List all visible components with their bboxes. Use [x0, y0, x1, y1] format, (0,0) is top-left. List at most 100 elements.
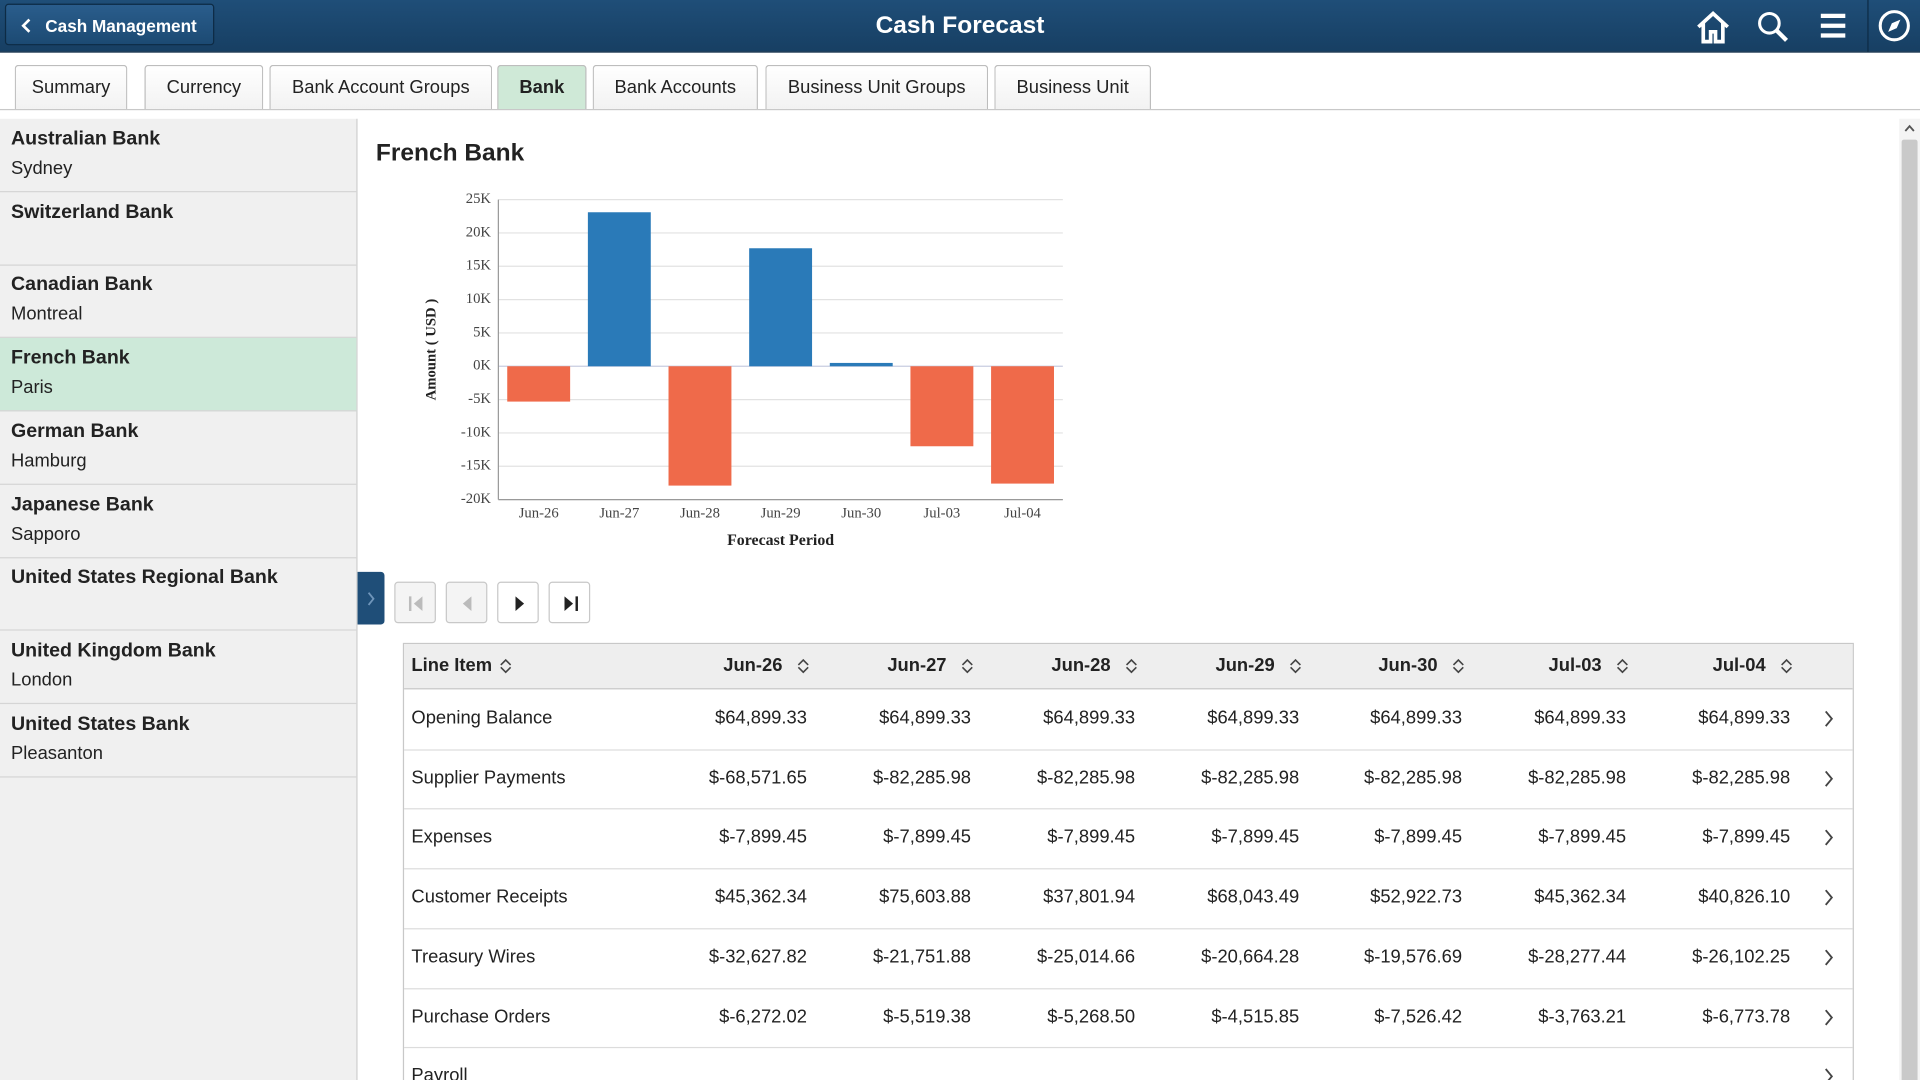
cell: $-68,571.65 — [708, 767, 807, 789]
table-row[interactable]: Customer Receipts $45,362.34 $75,603.88 $37… — [404, 868, 1853, 927]
cell: $-82,285.98 — [1363, 767, 1463, 789]
row-label: Payroll — [411, 1065, 468, 1080]
y-tick-label: -20K — [461, 491, 492, 507]
tab[interactable]: Currency — [144, 64, 264, 109]
home-icon[interactable] — [1695, 10, 1732, 44]
search-icon[interactable] — [1756, 10, 1790, 44]
cell: $-7,899.45 — [1702, 827, 1791, 848]
scroll-thumb[interactable] — [1901, 139, 1918, 1080]
cell: $-7,899.45 — [1538, 827, 1627, 848]
tab[interactable]: Bank Account Groups — [269, 64, 493, 109]
bar — [991, 366, 1054, 484]
bank-item[interactable]: French Bank Paris — [0, 338, 357, 412]
table-row[interactable]: Treasury Wires $-32,627.82 $-21,751.88 $-25… — [404, 928, 1853, 987]
cell: $-82,285.98 — [1201, 767, 1300, 789]
sort-icon[interactable] — [1125, 658, 1137, 675]
table-row[interactable]: Payroll — [404, 1047, 1853, 1080]
bank-city: Sydney — [11, 157, 73, 179]
row-chevron[interactable] — [1824, 889, 1834, 906]
cell: $64,899.33 — [1534, 707, 1627, 729]
row-label: Treasury Wires — [411, 946, 536, 968]
page-title: Cash Forecast — [875, 12, 1045, 40]
navbar-icon[interactable] — [1877, 9, 1911, 43]
column-header[interactable]: Jul-04 — [1712, 655, 1766, 676]
bank-item[interactable]: Canadian Bank Montreal — [0, 265, 357, 339]
x-axis-label: Forecast Period — [727, 532, 834, 549]
tab[interactable]: Bank — [497, 64, 587, 109]
x-tick-label: Jun-28 — [680, 506, 720, 522]
sort-icon[interactable] — [797, 658, 809, 675]
bank-item[interactable]: United States Regional Bank — [0, 557, 357, 631]
bank-item[interactable]: United States Bank Pleasanton — [0, 704, 357, 778]
table-row[interactable]: Purchase Orders $-6,272.02 $-5,519.38 $-5,2… — [404, 988, 1853, 1047]
cell: $64,899.33 — [1207, 707, 1300, 729]
x-tick-label: Jun-29 — [761, 506, 801, 522]
bank-name: Australian Bank — [11, 128, 161, 150]
column-header[interactable]: Jun-28 — [1051, 655, 1111, 676]
column-header[interactable]: Jun-27 — [887, 655, 947, 676]
cell: $-82,285.98 — [1528, 767, 1627, 789]
cell: $-26,102.25 — [1692, 946, 1791, 968]
row-chevron[interactable] — [1824, 770, 1834, 787]
row-chevron[interactable] — [1824, 1008, 1834, 1025]
tab[interactable]: Bank Accounts — [592, 64, 758, 109]
cell: $64,899.33 — [1698, 707, 1791, 729]
y-axis-label: Amount ( USD ) — [424, 299, 440, 401]
x-tick-label: Jun-30 — [841, 506, 881, 522]
tab[interactable]: Summary — [14, 64, 128, 109]
cell: $-3,763.21 — [1538, 1005, 1627, 1027]
sort-icon[interactable] — [1289, 658, 1301, 675]
column-header[interactable]: Jun-26 — [723, 655, 783, 676]
cell: $64,899.33 — [879, 707, 972, 729]
cell: $-7,899.45 — [1211, 827, 1300, 848]
x-tick-label: Jun-27 — [599, 506, 639, 522]
sort-icon[interactable] — [1452, 658, 1464, 675]
x-tick-label: Jul-04 — [1004, 506, 1041, 522]
bank-item[interactable]: United Kingdom Bank London — [0, 630, 357, 704]
row-chevron[interactable] — [1824, 829, 1834, 846]
sort-icon[interactable] — [961, 658, 973, 675]
table-row[interactable]: Opening Balance $64,899.33 $64,899.33 $64,8… — [404, 689, 1853, 748]
bank-city: Pleasanton — [11, 742, 103, 764]
cell: $45,362.34 — [1534, 886, 1627, 908]
row-label: Opening Balance — [411, 707, 553, 729]
scrollbar[interactable] — [1899, 118, 1920, 1080]
cell: $-25,014.66 — [1037, 946, 1136, 968]
table-header — [404, 644, 1853, 690]
sort-icon[interactable] — [1780, 658, 1792, 675]
sort-icon[interactable] — [1616, 658, 1628, 675]
y-tick-label: 10K — [466, 291, 492, 307]
first-page-button[interactable] — [394, 581, 436, 624]
back-label: Cash Management — [45, 15, 197, 36]
bank-item[interactable]: German Bank Hamburg — [0, 411, 357, 485]
tab-bar: Summary Currency Bank Account Groups Bank Ba… — [0, 51, 1920, 111]
back-button[interactable]: Cash Management — [4, 3, 215, 46]
bank-item[interactable]: Australian Bank Sydney — [0, 119, 357, 193]
row-chevron[interactable] — [1824, 949, 1834, 966]
bank-item[interactable]: Japanese Bank Sapporo — [0, 484, 357, 558]
last-page-button[interactable] — [548, 581, 591, 624]
column-header[interactable]: Line Item — [411, 655, 493, 676]
header-bar: Cash Forecast Cash Management — [0, 0, 1920, 53]
column-header[interactable]: Jun-30 — [1378, 655, 1438, 676]
table-row[interactable]: Supplier Payments $-68,571.65 $-82,285.98 $… — [404, 749, 1853, 808]
cell: $-82,285.98 — [1037, 767, 1136, 789]
cell: $-7,899.45 — [1374, 827, 1463, 848]
collapse-handle[interactable] — [357, 571, 385, 625]
sort-icon[interactable] — [500, 658, 512, 675]
row-chevron[interactable] — [1824, 710, 1834, 727]
bank-city: Sapporo — [11, 523, 81, 545]
menu-icon[interactable] — [1820, 12, 1847, 39]
x-tick-label: Jul-03 — [924, 506, 961, 522]
column-header[interactable]: Jun-29 — [1215, 655, 1275, 676]
bar — [749, 248, 813, 367]
row-chevron[interactable] — [1824, 1068, 1834, 1080]
tab[interactable]: Business Unit — [994, 64, 1152, 109]
bank-item[interactable]: Switzerland Bank — [0, 192, 357, 266]
table-row[interactable]: Expenses $-7,899.45 $-7,899.45 $-7,899.45 $-… — [404, 809, 1853, 868]
tab[interactable]: Business Unit Groups — [765, 64, 989, 109]
prev-page-button[interactable] — [445, 581, 488, 624]
column-header[interactable]: Jul-03 — [1548, 655, 1602, 676]
cell: $-7,899.45 — [883, 827, 972, 848]
next-page-button[interactable] — [497, 581, 539, 624]
